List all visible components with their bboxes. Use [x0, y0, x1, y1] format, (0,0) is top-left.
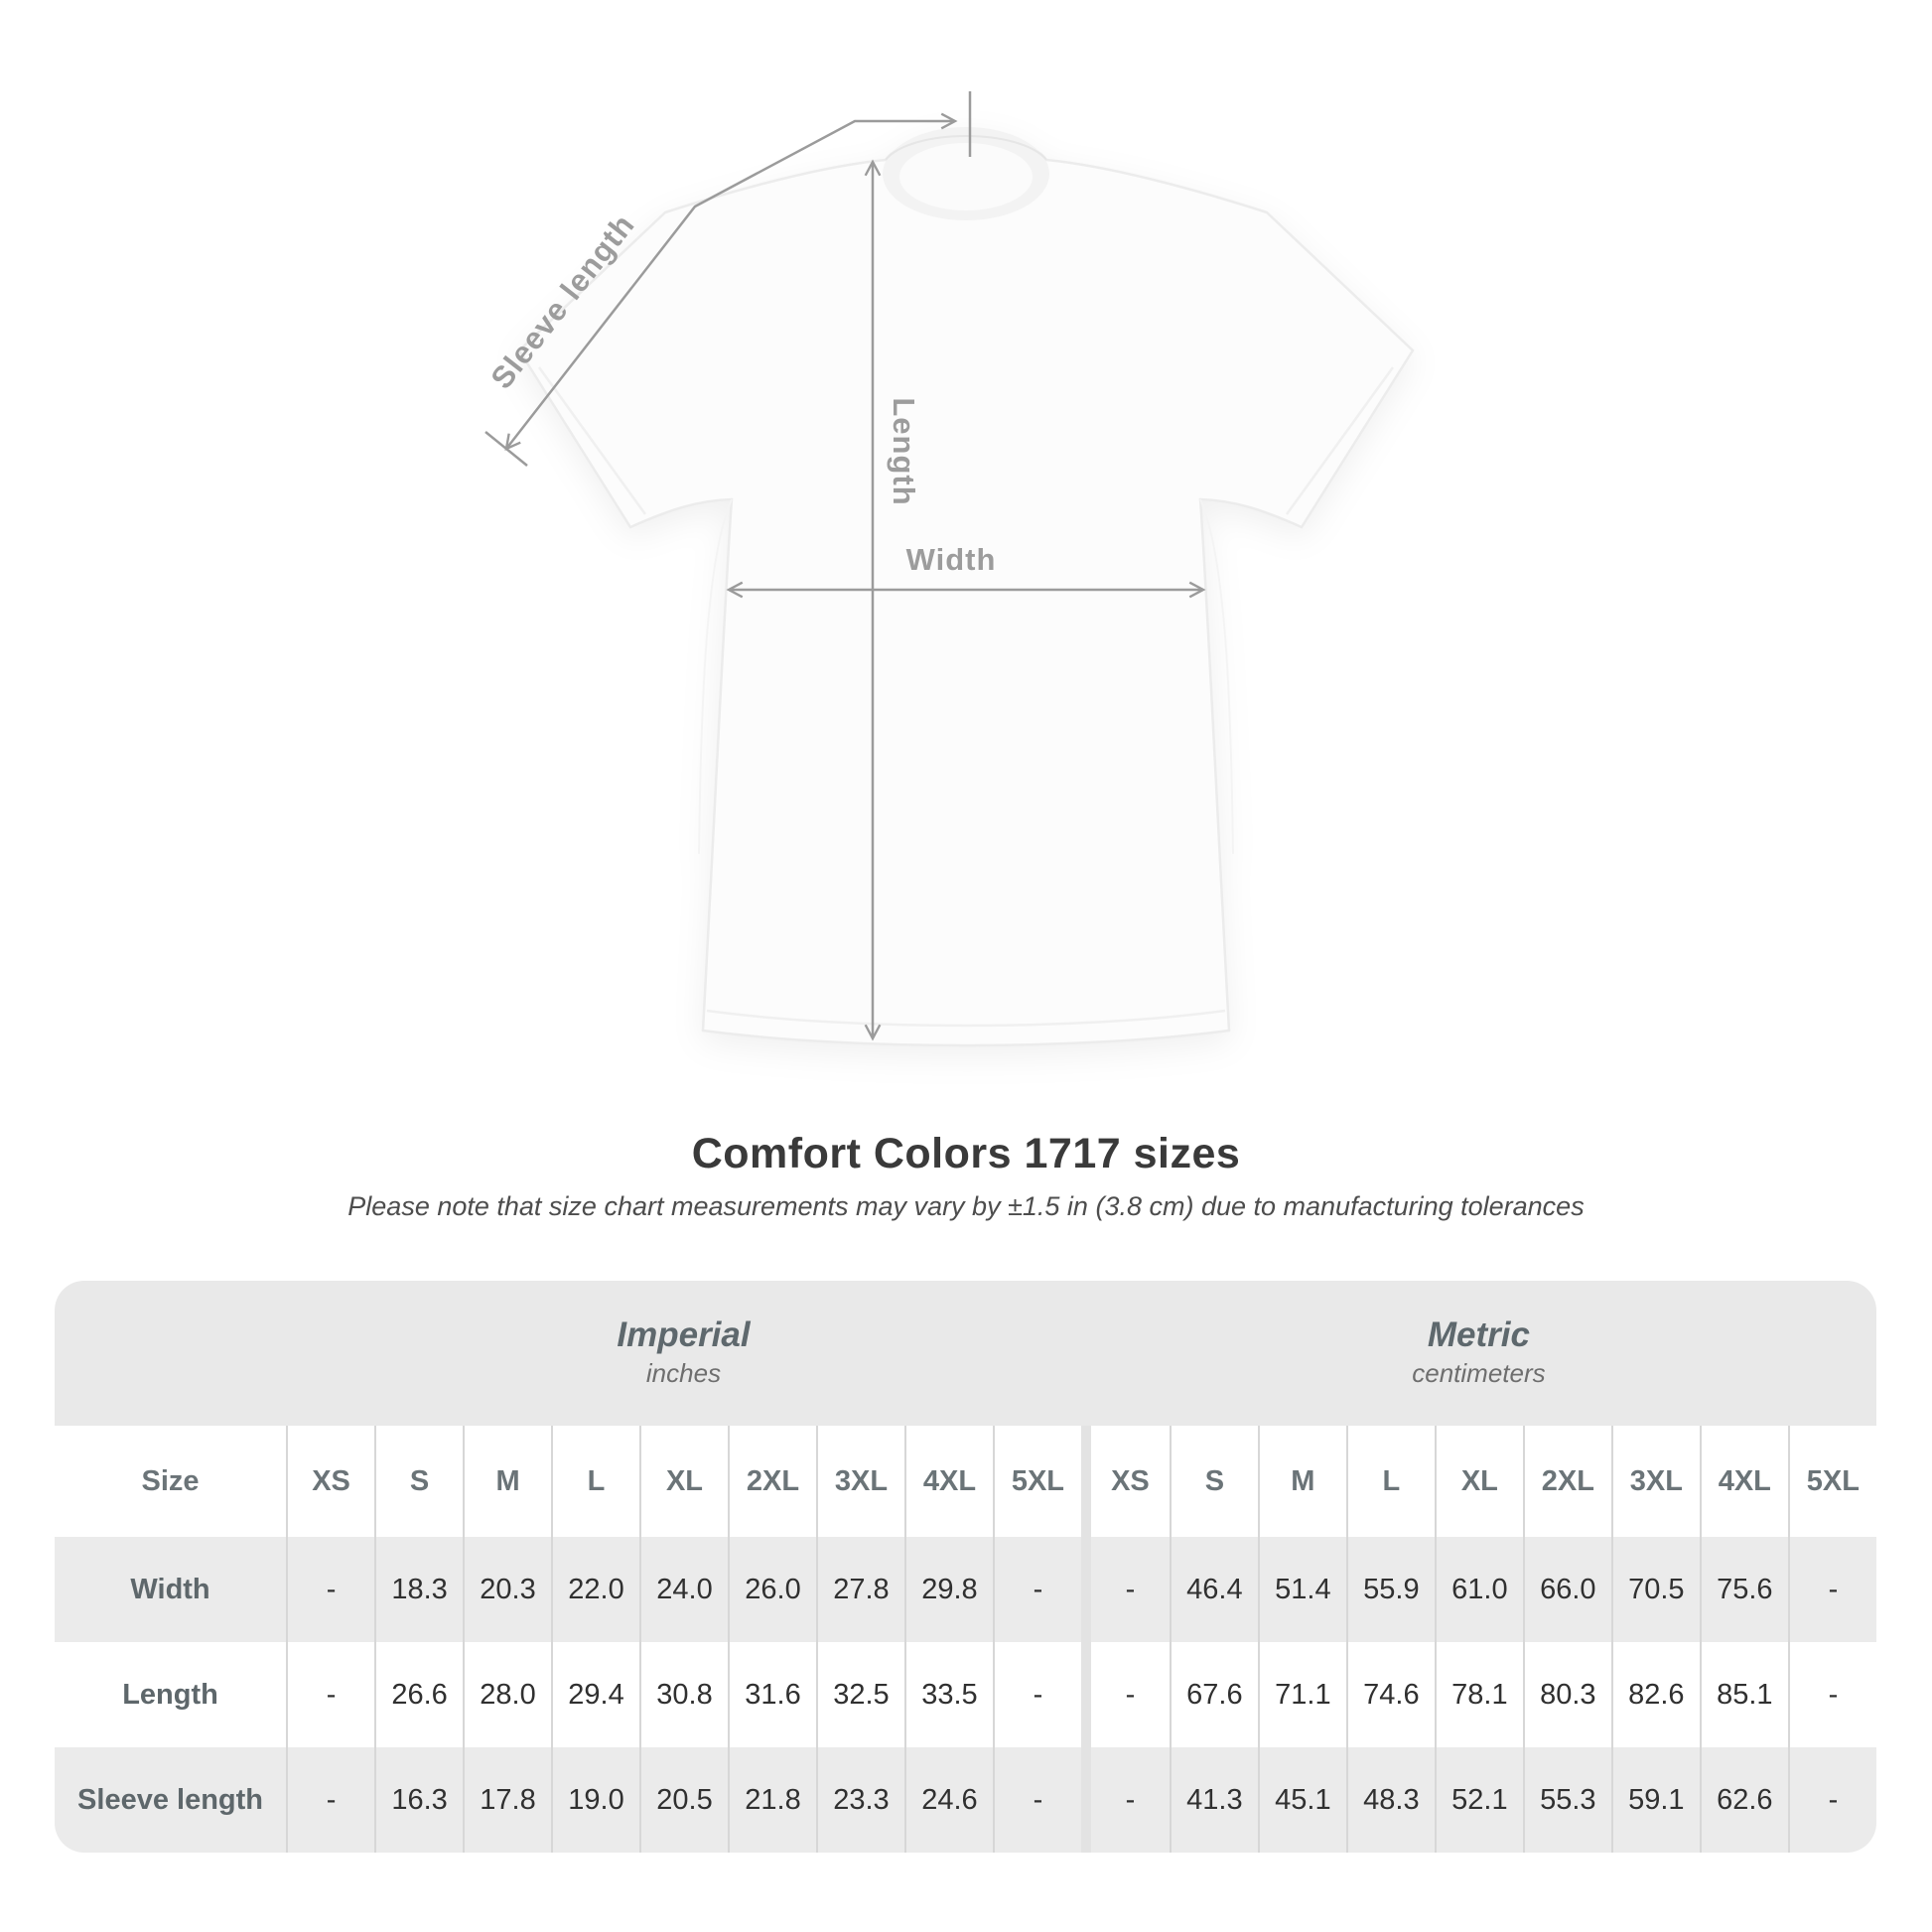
table-cell: 28.0: [463, 1642, 552, 1747]
table-cell: 16.3: [374, 1747, 464, 1853]
tolerance-note: Please note that size chart measurements…: [347, 1191, 1585, 1221]
size-col-imperial-m: M: [463, 1426, 552, 1537]
table-cell: -: [1787, 1747, 1876, 1853]
width-row-label: Width: [55, 1537, 287, 1642]
size-col-metric-l: L: [1345, 1426, 1435, 1537]
table-cell: 30.8: [639, 1642, 728, 1747]
table-cell: 55.9: [1345, 1537, 1435, 1642]
size-col-imperial-xs: XS: [286, 1426, 375, 1537]
metric-label: Metric: [1427, 1314, 1530, 1354]
imperial-unit-label: inches: [645, 1357, 722, 1388]
size-col-metric-xs: XS: [1080, 1426, 1170, 1537]
table-cell: 18.3: [374, 1537, 464, 1642]
table-cell: 52.1: [1434, 1747, 1523, 1853]
size-header-cell: Size: [55, 1426, 287, 1537]
table-cell: -: [1080, 1537, 1170, 1642]
table-cell: 51.4: [1257, 1537, 1346, 1642]
table-cell: 24.6: [903, 1747, 993, 1853]
table-cell: 80.3: [1522, 1642, 1611, 1747]
length-row-label: Length: [55, 1642, 287, 1747]
table-cell: 74.6: [1345, 1642, 1435, 1747]
length-row: Length - 26.6 28.0 29.4 30.8 31.6 32.5 3…: [55, 1642, 1876, 1747]
size-col-metric-3xl: 3XL: [1610, 1426, 1700, 1537]
table-cell: 82.6: [1610, 1642, 1700, 1747]
table-cell: 27.8: [815, 1537, 904, 1642]
size-table: Imperial inches Metric centimeters Size …: [55, 1281, 1876, 1853]
table-cell: 48.3: [1345, 1747, 1435, 1853]
size-col-metric-m: M: [1257, 1426, 1346, 1537]
table-cell: 85.1: [1699, 1642, 1788, 1747]
tshirt-illustration: [517, 127, 1415, 1047]
tshirt-measurement-diagram: Sleeve length Length Width: [483, 91, 1415, 1047]
page-title: Comfort Colors 1717 sizes: [691, 1130, 1241, 1177]
table-cell: -: [1080, 1747, 1170, 1853]
size-col-metric-s: S: [1169, 1426, 1258, 1537]
table-cell: -: [286, 1537, 375, 1642]
sleeve-length-row-label: Sleeve length: [55, 1747, 287, 1853]
table-cell: 26.0: [727, 1537, 816, 1642]
table-cell: -: [286, 1747, 375, 1853]
table-cell: -: [1080, 1642, 1170, 1747]
size-col-imperial-l: L: [551, 1426, 639, 1537]
table-cell: 29.4: [551, 1642, 639, 1747]
size-col-imperial-s: S: [374, 1426, 464, 1537]
width-label: Width: [906, 542, 997, 577]
size-col-metric-4xl: 4XL: [1699, 1426, 1788, 1537]
sleeve-length-row: Sleeve length - 16.3 17.8 19.0 20.5 21.8…: [55, 1747, 1876, 1853]
size-col-imperial-2xl: 2XL: [727, 1426, 816, 1537]
table-cell: 24.0: [639, 1537, 728, 1642]
table-cell: 61.0: [1434, 1537, 1523, 1642]
size-col-metric-2xl: 2XL: [1522, 1426, 1611, 1537]
size-header-row: Size XS S M L XL 2XL 3XL 4XL 5XL XS S M …: [55, 1426, 1876, 1537]
table-cell: 70.5: [1610, 1537, 1700, 1642]
width-row: Width - 18.3 20.3 22.0 24.0 26.0 27.8 29…: [55, 1537, 1876, 1642]
table-cell: -: [1787, 1642, 1876, 1747]
table-cell: 29.8: [903, 1537, 993, 1642]
table-cell: 32.5: [815, 1642, 904, 1747]
table-cell: 55.3: [1522, 1747, 1611, 1853]
table-cell: 66.0: [1522, 1537, 1611, 1642]
imperial-label: Imperial: [617, 1314, 751, 1354]
table-cell: 33.5: [903, 1642, 993, 1747]
table-cell: 71.1: [1257, 1642, 1346, 1747]
table-cell: 23.3: [815, 1747, 904, 1853]
size-col-imperial-5xl: 5XL: [992, 1426, 1081, 1537]
table-cell: 17.8: [463, 1747, 552, 1853]
table-cell: -: [992, 1642, 1081, 1747]
table-cell: 59.1: [1610, 1747, 1700, 1853]
table-cell: 41.3: [1169, 1747, 1258, 1853]
table-cell: -: [992, 1747, 1081, 1853]
table-cell: 20.5: [639, 1747, 728, 1853]
table-cell: 45.1: [1257, 1747, 1346, 1853]
sleeve-length-measure-line: [484, 91, 972, 467]
imperial-group-header: Imperial inches: [286, 1281, 1081, 1426]
table-cell: 78.1: [1434, 1642, 1523, 1747]
unit-group-spacer: [55, 1281, 287, 1426]
table-cell: 31.6: [727, 1642, 816, 1747]
size-col-imperial-4xl: 4XL: [903, 1426, 993, 1537]
size-col-imperial-3xl: 3XL: [815, 1426, 904, 1537]
table-cell: -: [992, 1537, 1081, 1642]
size-col-metric-5xl: 5XL: [1787, 1426, 1876, 1537]
length-label: Length: [887, 397, 921, 505]
table-cell: 75.6: [1699, 1537, 1788, 1642]
table-cell: 67.6: [1169, 1642, 1258, 1747]
table-cell: 22.0: [551, 1537, 639, 1642]
size-col-metric-xl: XL: [1434, 1426, 1523, 1537]
table-cell: 62.6: [1699, 1747, 1788, 1853]
table-cell: 21.8: [727, 1747, 816, 1853]
table-cell: 46.4: [1169, 1537, 1258, 1642]
size-col-imperial-xl: XL: [639, 1426, 728, 1537]
unit-group-header-row: Imperial inches Metric centimeters: [55, 1281, 1876, 1426]
metric-group-header: Metric centimeters: [1080, 1281, 1876, 1426]
table-cell: -: [286, 1642, 375, 1747]
table-cell: 20.3: [463, 1537, 552, 1642]
table-cell: -: [1787, 1537, 1876, 1642]
metric-unit-label: centimeters: [1412, 1357, 1546, 1388]
table-cell: 26.6: [374, 1642, 464, 1747]
table-cell: 19.0: [551, 1747, 639, 1853]
